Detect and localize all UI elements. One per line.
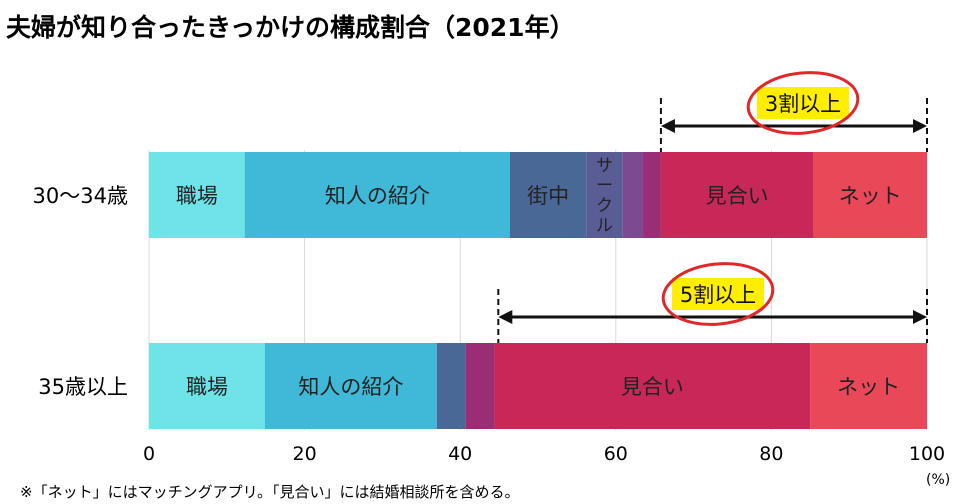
bar-r1-s1 <box>264 343 437 429</box>
x-axis-ticks: 0 20 40 60 80 100 <box>143 443 945 465</box>
bar-r0-s3 <box>586 152 623 238</box>
annotation-label-0: 3割以上 <box>765 92 841 116</box>
chart-title: 夫婦が知り合ったきっかけの構成割合（2021年） <box>6 13 575 42</box>
tick-label-20: 20 <box>293 443 317 465</box>
tick-label-80: 80 <box>759 443 783 465</box>
bar-r0-s5 <box>643 152 661 238</box>
bar-r1-s7 <box>810 343 927 429</box>
segment-label-r1-s1: 知人の紹介 <box>298 375 403 399</box>
segment-label-r1-s7: ネット <box>837 375 900 399</box>
bar-r0-s2 <box>509 152 587 238</box>
annotation-arrow-left-0 <box>660 119 675 133</box>
annotation-arrow-right-1 <box>913 310 927 324</box>
footnote: ※「ネット」にはマッチングアプリ。「見合い」には結婚相談所を含める。 <box>20 483 519 501</box>
annotation-highlight-0 <box>757 87 849 119</box>
category-label-1: 35歳以上 <box>38 375 128 399</box>
x-axis-unit: (%) <box>926 472 950 488</box>
bar-r1-s6 <box>494 343 811 429</box>
segment-label-r0-s1: 知人の紹介 <box>325 184 430 208</box>
annotation-circle-1 <box>661 262 775 326</box>
annotations: 3割以上 5割以上 <box>497 71 928 343</box>
segment-label-r0-s2: 街中 <box>527 184 569 208</box>
annotation-circle-0 <box>746 71 860 135</box>
bar-r0-s1 <box>244 152 510 238</box>
segment-label-r0-s6: 見合い <box>706 184 769 208</box>
annotation-arrow-right-0 <box>913 119 927 133</box>
bar-r1-s5 <box>465 343 495 429</box>
bar-r0-s6 <box>660 152 814 238</box>
segment-label-r0-s0: 職場 <box>176 184 218 208</box>
annotation-highlight-1 <box>672 278 764 310</box>
annotation-label-1: 5割以上 <box>680 283 756 307</box>
category-labels: 30〜34歳 35歳以上 <box>33 184 128 399</box>
tick-label-100: 100 <box>909 443 945 465</box>
tick-label-60: 60 <box>604 443 628 465</box>
segment-label-r0-s3: サークル <box>596 156 613 236</box>
annotation-arrow-left-1 <box>498 310 513 324</box>
bar-r0-s4 <box>622 152 644 238</box>
bar-r1-s0 <box>149 343 265 429</box>
bar-r1-s2 <box>436 343 466 429</box>
segment-label-r1-s6: 見合い <box>621 375 684 399</box>
category-label-0: 30〜34歳 <box>33 184 128 208</box>
tick-label-40: 40 <box>448 443 472 465</box>
segment-label-r0-s7: ネット <box>839 184 902 208</box>
bar-r0-s0 <box>149 152 245 238</box>
bar-r0-s7 <box>813 152 927 238</box>
tick-label-0: 0 <box>143 443 155 465</box>
segment-label-r1-s0: 職場 <box>186 375 228 399</box>
